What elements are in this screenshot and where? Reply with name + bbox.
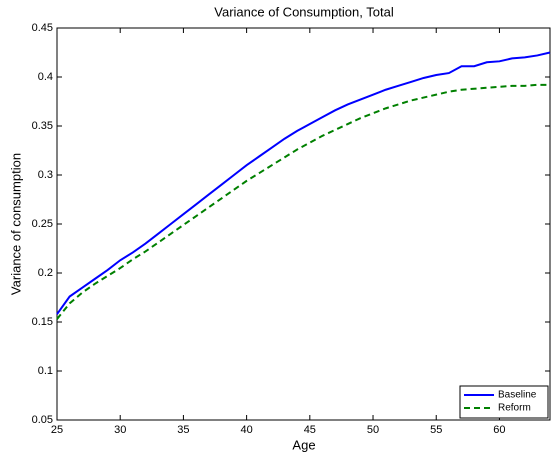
y-tick-label: 0.25	[32, 218, 53, 230]
x-tick-label: 40	[240, 424, 252, 436]
y-tick-label: 0.1	[38, 365, 53, 377]
x-tick-label: 45	[304, 424, 316, 436]
series-line	[56, 51, 551, 315]
y-tick-label: 0.2	[38, 267, 53, 279]
y-axis-label: Variance of consumption	[8, 153, 23, 295]
y-tick-label: 0.45	[32, 22, 53, 34]
chart-title: Variance of Consumption, Total	[214, 4, 394, 19]
x-tick-label: 35	[177, 424, 189, 436]
y-tick-label: 0.4	[38, 71, 53, 83]
x-axis-label: Age	[292, 437, 315, 452]
x-tick-label: 60	[493, 424, 505, 436]
x-tick-label: 25	[51, 424, 63, 436]
plot-frame	[56, 27, 551, 421]
legend-label: Baseline	[498, 390, 537, 401]
y-tick-label: 0.35	[32, 120, 53, 132]
y-tick-label: 0.05	[32, 414, 53, 426]
x-tick-label: 50	[367, 424, 379, 436]
x-tick-label: 30	[114, 424, 126, 436]
legend-box	[459, 385, 549, 419]
series-line	[56, 83, 550, 320]
legend-label: Reform	[498, 403, 531, 414]
x-tick-label: 55	[430, 424, 442, 436]
y-tick-label: 0.15	[32, 316, 53, 328]
y-tick-label: 0.3	[38, 169, 53, 181]
